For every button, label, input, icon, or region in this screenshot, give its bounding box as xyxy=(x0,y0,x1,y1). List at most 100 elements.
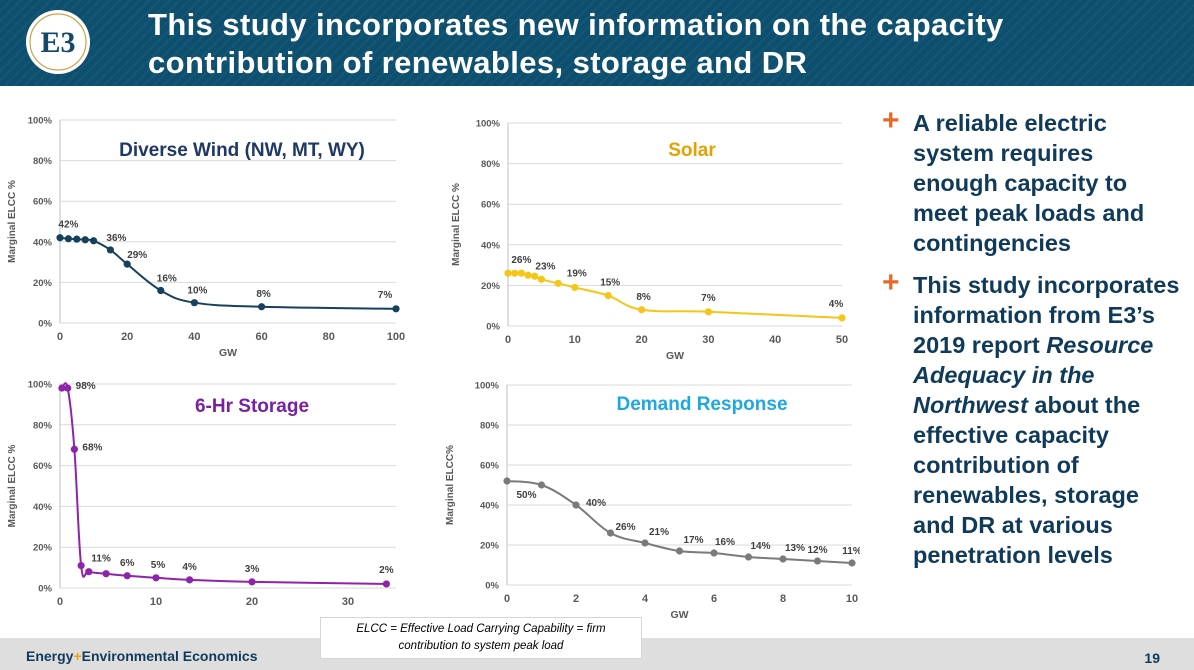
data-label: 36% xyxy=(106,233,126,244)
data-label: 8% xyxy=(636,292,651,303)
y-tick-label: 100% xyxy=(476,119,501,130)
data-label: 21% xyxy=(649,527,669,538)
footer-brand: Energy+Environmental Economics xyxy=(26,648,257,664)
data-label: 19% xyxy=(567,268,587,279)
data-point xyxy=(258,303,266,311)
data-label: 10% xyxy=(187,286,207,297)
y-tick-label: 0% xyxy=(486,322,500,333)
slide-header xyxy=(0,0,1194,86)
data-point xyxy=(744,553,753,561)
x-axis-label: GW xyxy=(670,609,688,621)
data-label: 16% xyxy=(157,274,177,285)
footnote-line-2: contribution to system peak load xyxy=(398,640,564,652)
y-tick-label: 0% xyxy=(38,584,52,595)
data-point xyxy=(675,547,684,555)
y-tick-label: 80% xyxy=(480,421,500,432)
y-tick-label: 40% xyxy=(481,240,501,251)
x-tick-label: 40 xyxy=(188,331,200,343)
data-label: 6% xyxy=(120,558,135,569)
data-label: 17% xyxy=(683,535,703,546)
data-label: 7% xyxy=(378,290,393,301)
x-tick-label: 20 xyxy=(246,596,258,608)
chart-title: Diverse Wind (NW, MT, WY) xyxy=(119,140,365,161)
data-point xyxy=(511,269,519,277)
logo-text: E3 xyxy=(40,26,75,59)
x-tick-label: 0 xyxy=(57,596,63,608)
data-label: 29% xyxy=(127,250,147,261)
bullet-text-part: This study incorporates information from… xyxy=(913,272,1180,358)
y-tick-label: 20% xyxy=(33,543,53,554)
data-point xyxy=(81,236,89,244)
y-tick-label: 40% xyxy=(480,501,500,512)
key-points: + A reliable electric system requires eno… xyxy=(882,106,1182,582)
x-tick-label: 0 xyxy=(57,331,63,343)
data-point xyxy=(64,384,72,392)
data-point xyxy=(58,384,66,392)
y-tick-label: 0% xyxy=(38,319,52,330)
data-label: 26% xyxy=(511,255,531,266)
data-point xyxy=(123,572,131,580)
title-line-1: This study incorporates new information … xyxy=(148,7,1004,42)
data-label: 50% xyxy=(516,490,536,501)
slide-title: This study incorporates new information … xyxy=(148,6,1178,82)
data-point xyxy=(123,260,131,268)
x-tick-label: 6 xyxy=(711,593,717,605)
y-tick-label: 20% xyxy=(33,278,53,289)
data-point xyxy=(571,283,579,292)
data-point xyxy=(157,286,165,295)
y-tick-label: 80% xyxy=(481,159,501,170)
data-point xyxy=(102,570,110,578)
data-label: 15% xyxy=(600,278,620,289)
data-label: 40% xyxy=(586,498,606,509)
data-label: 42% xyxy=(58,220,78,231)
data-point xyxy=(186,576,194,584)
data-point xyxy=(537,481,546,489)
data-point xyxy=(779,555,787,563)
y-axis-label: Marginal ELCC % xyxy=(451,183,462,266)
data-label: 11% xyxy=(842,546,860,557)
brand-energy: Energy xyxy=(26,648,74,664)
data-label: 2% xyxy=(379,565,394,576)
data-label: 11% xyxy=(91,554,111,565)
x-tick-label: 0 xyxy=(505,334,511,346)
y-tick-label: 60% xyxy=(33,197,53,208)
y-tick-label: 60% xyxy=(33,461,53,472)
y-tick-label: 100% xyxy=(475,381,500,392)
data-label: 98% xyxy=(76,381,96,392)
data-label: 13% xyxy=(785,543,805,554)
y-axis-label: Marginal ELCC% xyxy=(445,445,456,525)
data-point xyxy=(604,291,612,300)
data-point xyxy=(85,568,93,576)
data-label: 5% xyxy=(151,560,166,571)
data-point xyxy=(504,269,512,277)
plus-icon: + xyxy=(882,266,900,299)
data-point xyxy=(537,275,545,283)
data-point xyxy=(248,578,256,586)
y-tick-label: 60% xyxy=(480,461,500,472)
bullet-text-part: A reliable electric system requires enou… xyxy=(913,110,1145,256)
data-point xyxy=(554,279,562,287)
chart-title: Demand Response xyxy=(616,394,787,415)
brand-plus: + xyxy=(73,648,82,664)
chart-title: Solar xyxy=(668,140,716,161)
y-tick-label: 100% xyxy=(28,380,53,391)
data-point xyxy=(70,445,78,453)
bullet-study-info: + This study incorporates information fro… xyxy=(882,266,1182,570)
data-point xyxy=(64,235,72,243)
data-point xyxy=(531,272,539,280)
elcc-footnote: ELCC = Effective Load Carrying Capabilit… xyxy=(320,617,642,659)
x-axis-label: GW xyxy=(219,347,237,358)
data-label: 4% xyxy=(182,562,197,573)
data-point xyxy=(56,234,64,242)
data-label: 7% xyxy=(701,293,716,304)
data-point xyxy=(813,557,822,565)
x-tick-label: 30 xyxy=(702,334,714,346)
data-label: 3% xyxy=(245,564,260,575)
data-label: 16% xyxy=(715,537,735,548)
y-tick-label: 40% xyxy=(33,237,53,248)
y-tick-label: 0% xyxy=(485,581,499,592)
data-point xyxy=(73,235,81,243)
data-label: 12% xyxy=(807,545,827,556)
chart-title: 6-Hr Storage xyxy=(195,396,309,417)
x-tick-label: 2 xyxy=(573,593,579,605)
